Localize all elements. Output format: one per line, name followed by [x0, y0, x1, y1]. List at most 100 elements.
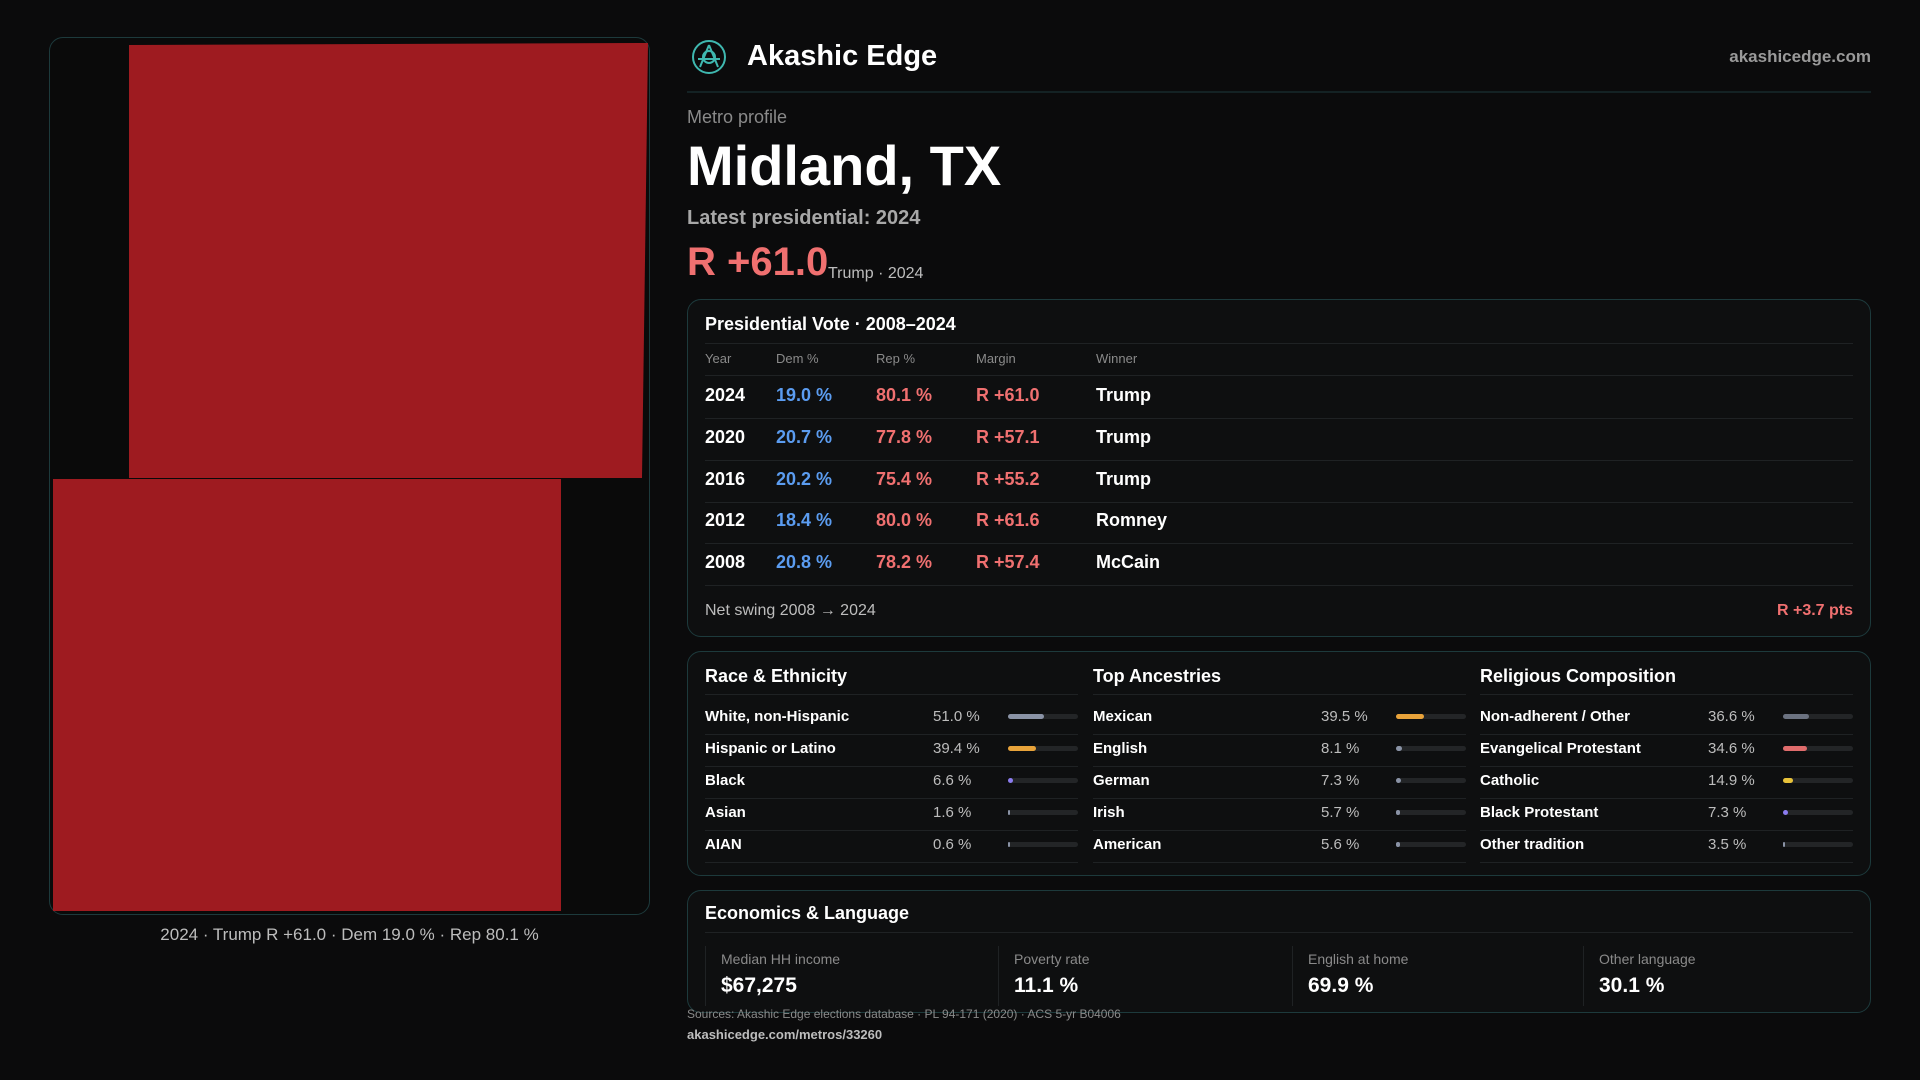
bar-track — [1396, 778, 1466, 783]
bar-track — [1396, 746, 1466, 751]
margin-note: Trump · 2024 — [828, 265, 924, 282]
row-value: 14.9 % — [1708, 772, 1755, 789]
row-divider — [705, 585, 1853, 586]
table-cell: R +61.0 — [976, 385, 1040, 405]
row-name: AIAN — [705, 836, 742, 853]
row-divider — [1093, 798, 1466, 799]
table-cell: 20.7 % — [776, 427, 833, 447]
economics-card — [687, 890, 1871, 1013]
table-cell: R +55.2 — [976, 469, 1040, 489]
row-value: 51.0 % — [933, 708, 980, 725]
bar-track — [1396, 842, 1466, 847]
row-divider — [705, 502, 1853, 503]
bar — [1783, 714, 1809, 719]
row-divider — [705, 798, 1078, 799]
row-name: Black — [705, 772, 746, 789]
bar — [1396, 810, 1400, 815]
row-divider — [705, 694, 1078, 695]
table-cell: 80.0 % — [876, 510, 933, 530]
table-cell: 78.2 % — [876, 552, 933, 572]
cell-label: Other language — [1599, 951, 1696, 967]
row-value: 3.5 % — [1708, 836, 1747, 853]
bar — [1783, 810, 1789, 815]
bar-track — [1008, 746, 1078, 751]
bar — [1783, 746, 1808, 751]
table-cell: 2008 — [705, 552, 746, 572]
brand: Akashic Edge — [747, 40, 938, 72]
bar — [1396, 842, 1400, 847]
table-cell: R +57.4 — [976, 552, 1040, 572]
table-cell: Trump — [1096, 385, 1152, 405]
card-title: Economics & Language — [705, 903, 910, 923]
table-cell: 80.1 % — [876, 385, 933, 405]
row-value: 7.3 % — [1321, 772, 1360, 789]
cell-border — [705, 946, 706, 1006]
row-value: 5.7 % — [1321, 804, 1360, 821]
column-header: Rep % — [876, 351, 916, 366]
row-name: Catholic — [1480, 772, 1540, 789]
row-name: Asian — [705, 804, 746, 821]
column-header: Year — [705, 351, 732, 366]
bar — [1783, 842, 1786, 847]
row-name: White, non-Hispanic — [705, 708, 850, 725]
bar — [1396, 778, 1402, 783]
row-name: Black Protestant — [1480, 804, 1599, 821]
cell-label: English at home — [1308, 951, 1409, 967]
bar — [1783, 778, 1794, 783]
table-cell: 2020 — [705, 427, 746, 447]
row-value: 1.6 % — [933, 804, 972, 821]
row-divider — [1093, 862, 1466, 863]
table-cell: Romney — [1096, 510, 1168, 530]
logo — [692, 40, 726, 74]
row-divider — [1093, 734, 1466, 735]
cell-value: 30.1 % — [1599, 974, 1665, 997]
demographics-card — [687, 651, 1871, 876]
cell-border — [1583, 946, 1584, 1006]
county-shape — [129, 43, 648, 478]
table-cell: McCain — [1096, 552, 1161, 572]
row-divider — [705, 932, 1853, 933]
row-name: Other tradition — [1480, 836, 1585, 853]
row-divider — [1093, 830, 1466, 831]
row-value: 7.3 % — [1708, 804, 1747, 821]
cell-label: Poverty rate — [1014, 951, 1090, 967]
row-divider — [705, 766, 1078, 767]
row-value: 39.4 % — [933, 740, 980, 757]
row-divider — [705, 862, 1078, 863]
row-divider — [1093, 694, 1466, 695]
bar-track — [1008, 842, 1078, 847]
table-cell: 18.4 % — [776, 510, 833, 530]
cell-value: $67,275 — [721, 974, 797, 997]
margin: R +61.0 — [687, 240, 829, 284]
row-value: 36.6 % — [1708, 708, 1755, 725]
cell-label: Median HH income — [721, 951, 841, 967]
table-cell: Trump — [1096, 427, 1152, 447]
row-name: Non-adherent / Other — [1480, 708, 1631, 725]
bar — [1008, 746, 1036, 751]
row-divider — [1480, 694, 1853, 695]
bar-track — [1008, 778, 1078, 783]
bar-track — [1783, 746, 1853, 751]
bar-track — [1783, 810, 1853, 815]
section-title: Race & Ethnicity — [705, 666, 848, 686]
bar-track — [1008, 810, 1078, 815]
row-divider — [1480, 734, 1853, 735]
bar — [1008, 714, 1044, 719]
metro-name: Midland, TX — [687, 134, 1002, 197]
row-value: 34.6 % — [1708, 740, 1755, 757]
bar — [1008, 778, 1013, 783]
bar-track — [1783, 842, 1853, 847]
table-cell: 19.0 % — [776, 385, 833, 405]
row-value: 6.6 % — [933, 772, 972, 789]
bar — [1396, 746, 1402, 751]
table-cell: R +61.6 — [976, 510, 1040, 530]
site: akashicedge.com — [1729, 47, 1871, 66]
latest: Latest presidential: 2024 — [687, 207, 921, 229]
row-name: German — [1093, 772, 1150, 789]
cell-value: 11.1 % — [1014, 974, 1079, 997]
row-name: Irish — [1093, 804, 1125, 821]
kicker: Metro profile — [687, 107, 788, 127]
row-value: 39.5 % — [1321, 708, 1368, 725]
